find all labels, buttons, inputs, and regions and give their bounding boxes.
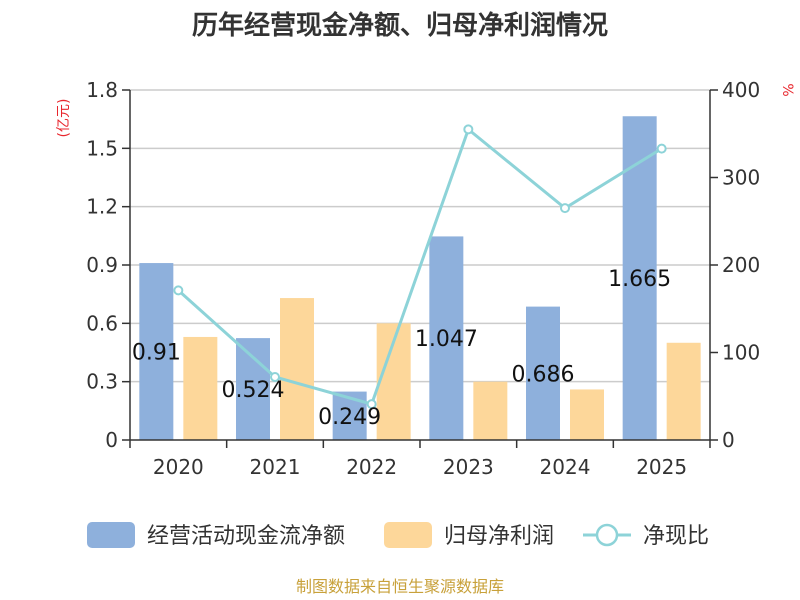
y-left-tick-label: 0.3	[86, 370, 118, 394]
ratio-line	[177, 126, 663, 406]
x-tick-label: 2023	[443, 455, 494, 479]
cashflow-bar	[236, 338, 270, 440]
x-tick-label: 2021	[250, 455, 301, 479]
cashflow-bar	[526, 306, 560, 440]
chart-title: 历年经营现金净额、归母净利润情况	[192, 10, 608, 41]
x-tick-label: 2022	[346, 455, 397, 479]
source-note: 制图数据来自恒生聚源数据库	[296, 577, 504, 596]
y-left-unit: (亿元)	[56, 99, 72, 138]
cashflow-data-label: 0.249	[318, 405, 381, 430]
legend-label-0: 经营活动现金流净额	[147, 524, 345, 549]
y-right-tick-label: 300	[722, 166, 760, 190]
y-right-tick-label: 400	[722, 78, 760, 102]
legend: 经营活动现金流净额 归母净利润 净现比	[87, 522, 709, 549]
ratio-point	[173, 285, 184, 296]
legend-label-2: 净现比	[643, 524, 709, 549]
x-tick-label: 2024	[540, 455, 591, 479]
cashflow-data-label: 1.047	[415, 327, 478, 352]
y-right-tick-label: 200	[722, 253, 760, 277]
legend-marker-2	[595, 523, 619, 547]
cashflow-data-label: 0.686	[512, 362, 575, 387]
legend-swatch-1	[384, 522, 432, 548]
ratio-point	[270, 372, 280, 382]
y-left-tick-label: 0.6	[86, 311, 118, 335]
cashflow-bar	[139, 263, 174, 440]
cashflow-data-label: 0.524	[222, 378, 285, 403]
y-right-unit: %	[779, 83, 795, 96]
y-right-tick-label: 100	[722, 341, 760, 365]
x-tick-label: 2020	[153, 455, 204, 479]
cashflow-bar	[429, 236, 464, 440]
y-right-tick-label: 0	[722, 428, 735, 452]
line-series	[173, 124, 667, 410]
y-left-tick-label: 1.2	[86, 195, 118, 219]
ratio-point	[366, 399, 377, 410]
cashflow-data-label: 0.91	[132, 341, 181, 366]
net-profit-bar	[666, 342, 701, 440]
net-profit-bar	[280, 298, 314, 440]
ratio-point	[560, 203, 570, 214]
y-left-tick-label: 1.5	[86, 136, 118, 160]
x-tick-label: 2025	[636, 455, 687, 479]
net-profit-bar	[570, 389, 604, 440]
ratio-point	[656, 143, 667, 154]
legend-swatch-0	[87, 522, 135, 548]
ratio-point	[463, 124, 474, 135]
net-profit-bar	[473, 381, 508, 440]
cashflow-data-label: 1.665	[608, 267, 671, 292]
y-left-tick-label: 0.9	[86, 253, 118, 277]
axes: 0 0.3 0.6 0.9 1.2 1.5 1.8 0 100 200 300 400 2020 2021…	[86, 78, 760, 479]
data-labels: 0.91 0.524 0.249 1.047 0.686 1.665	[132, 267, 671, 430]
net-profit-bar	[183, 336, 218, 440]
legend-label-1: 归母净利润	[444, 524, 554, 549]
y-left-tick-label: 1.8	[86, 78, 118, 102]
y-left-tick-label: 0	[105, 428, 118, 452]
bars	[139, 116, 701, 440]
